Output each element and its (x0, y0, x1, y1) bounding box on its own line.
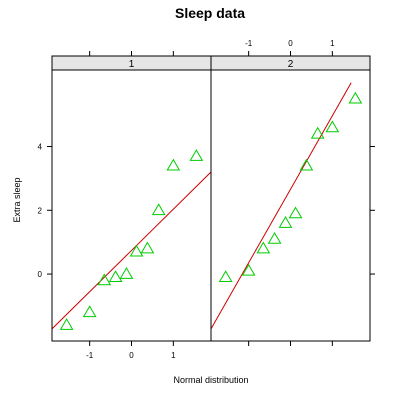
x-tick-label: 1 (330, 39, 335, 48)
data-point (129, 244, 144, 257)
data-point (278, 216, 293, 228)
panel-2: 2 -1 0 1 (210, 39, 371, 346)
y-axis: 0 2 4 (38, 143, 375, 279)
data-point (241, 263, 256, 276)
x-tick-label: 0 (288, 39, 293, 48)
data-point (288, 206, 303, 219)
y-tick-label: 2 (38, 206, 43, 215)
y-tick-label: 4 (38, 143, 43, 152)
data-point (166, 158, 181, 171)
x-tick-label: 0 (129, 351, 134, 360)
y-tick-label: 0 (38, 270, 43, 279)
y-axis-label: Extra sleep (12, 177, 22, 222)
x-tick-label: 1 (171, 351, 176, 360)
data-point (140, 241, 155, 254)
chart-title: Sleep data (175, 5, 245, 21)
data-point (189, 149, 204, 161)
fit-line (52, 171, 211, 330)
data-point (325, 120, 340, 133)
data-point (59, 318, 74, 330)
data-point (119, 267, 134, 279)
x-tick-label: -1 (245, 39, 253, 48)
data-point (97, 273, 112, 286)
data-point (299, 158, 314, 171)
panel-frame (51, 69, 212, 342)
data-point (218, 270, 233, 283)
x-axis-label: Normal distribution (173, 375, 248, 385)
data-point (82, 305, 97, 318)
panels-layer: 1 -1 0 1 2 -1 0 1 0 2 4 (38, 39, 375, 360)
strip-label: 1 (129, 59, 135, 70)
data-point (151, 203, 166, 216)
strip-label: 2 (288, 59, 294, 70)
data-point (310, 126, 325, 139)
panel-1: 1 -1 0 1 (51, 51, 212, 360)
data-point (256, 241, 271, 254)
x-tick-label: -1 (86, 351, 94, 360)
data-point (108, 270, 123, 283)
data-point (348, 91, 363, 104)
panel-frame (210, 69, 371, 342)
data-point (267, 231, 282, 244)
fit-line (211, 82, 352, 330)
